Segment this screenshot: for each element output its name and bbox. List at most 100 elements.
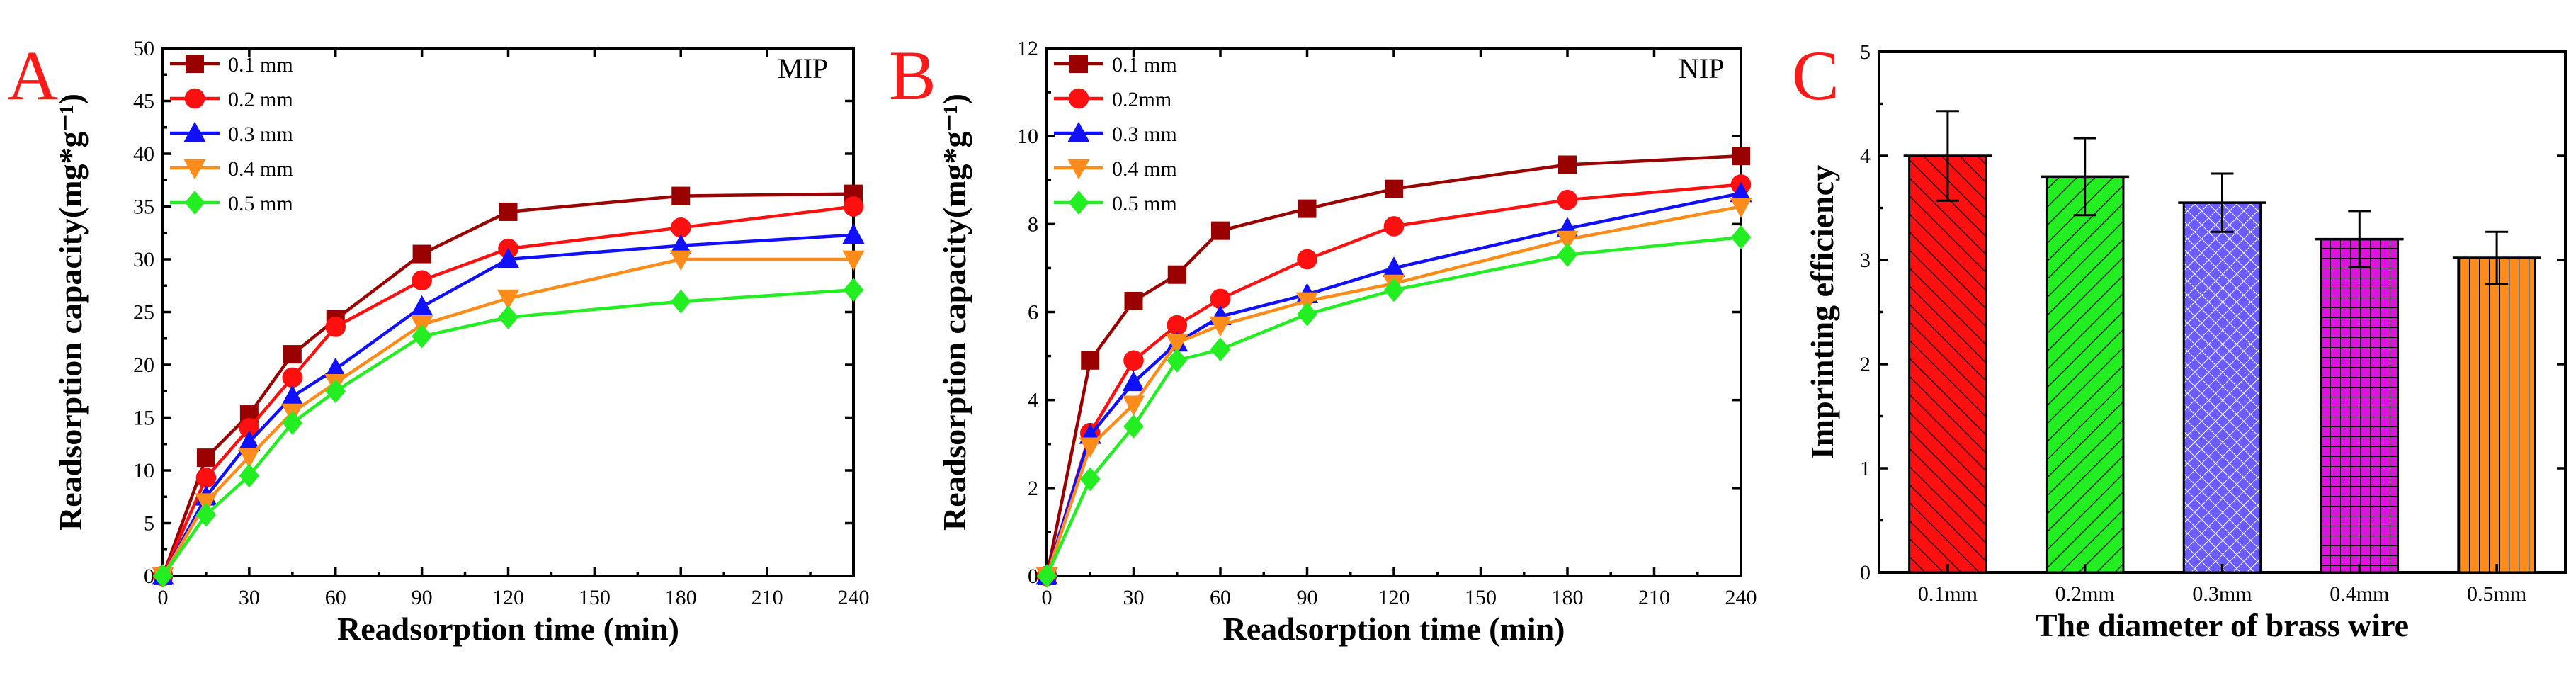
panel-b-legend-label: 0.1 mm — [1112, 53, 1177, 77]
panel-a-x-tick-label: 60 — [325, 586, 346, 609]
panel-b-y-tick-label: 8 — [1028, 213, 1038, 236]
panel-b-data-point — [1211, 221, 1230, 240]
panel-b-data-point — [1557, 242, 1578, 267]
panel-a-data-point — [152, 564, 174, 588]
panel-a-data-point — [324, 357, 347, 378]
panel-a-data-point — [282, 367, 303, 388]
panel-a-y-tick-label: 30 — [133, 248, 154, 271]
panel-c-x-tick-label: 0.3mm — [2192, 582, 2252, 606]
panel-a-data-point — [411, 295, 433, 316]
panel-a-letter: A — [7, 36, 58, 115]
panel-c-letter: C — [1792, 36, 1839, 115]
panel-b-data-point — [1166, 334, 1188, 355]
panel-a-y-tick-label: 45 — [133, 90, 154, 113]
panel-b-data-point — [1385, 179, 1403, 198]
panel-b-data-point — [1297, 249, 1317, 270]
panel-b-series-line-3 — [1045, 191, 1742, 577]
panel-c-bar — [2182, 201, 2262, 574]
panel-b-data-point — [1079, 437, 1101, 458]
panel-a-data-point — [842, 250, 865, 271]
panel-a-data-point — [412, 324, 432, 349]
panel-b-data-point — [1036, 564, 1057, 588]
panel-a-data-point — [239, 463, 260, 488]
panel-b-legend-marker — [1068, 191, 1089, 215]
panel-a-data-point — [281, 385, 304, 406]
panel-b-data-point — [1732, 147, 1750, 166]
panel-c-bar — [2045, 175, 2125, 574]
panel-a-legend-label: 0.4 mm — [228, 157, 293, 181]
panel-a-y-tick-label: 50 — [133, 37, 154, 60]
panel-b-data-point — [1167, 348, 1188, 373]
panel-b-x-tick-label: 90 — [1297, 586, 1318, 609]
panel-b-data-point — [1383, 216, 1405, 237]
panel-a-data-point — [412, 270, 432, 291]
panel-b-legend-label: 0.4 mm — [1112, 157, 1177, 181]
panel-a-data-point — [670, 289, 691, 314]
panel-a-legend-marker — [183, 159, 206, 180]
panel-b-y-tick-label: 12 — [1017, 37, 1038, 60]
panel-a-x-tick-label: 30 — [239, 586, 260, 609]
panel-b-data-point — [1167, 315, 1188, 336]
panel-a-y-tick-label: 10 — [133, 459, 154, 482]
panel-c-x-axis-title: The diameter of brass wire — [2036, 607, 2409, 643]
panel-a-y-tick-label: 40 — [133, 142, 154, 166]
panel-b-y-tick-label: 10 — [1017, 125, 1038, 148]
panel-c-bar — [1908, 154, 1987, 574]
panel-a-x-tick-label: 180 — [665, 586, 697, 609]
panel-b-legend-marker — [1069, 55, 1088, 73]
panel-a-data-point — [238, 448, 261, 468]
panel-a-y-tick-label: 25 — [133, 301, 154, 324]
panel-c-y-axis-title: Imprinting efficiency — [1804, 165, 1840, 459]
panel-b-legend-marker — [1067, 121, 1090, 142]
panel-a-x-tick-label: 150 — [579, 586, 611, 609]
panel-b-data-point — [1209, 316, 1232, 337]
panel-b-data-point — [1124, 291, 1143, 310]
panel-b-data-point — [1298, 199, 1317, 218]
panel-b-data-point — [1730, 225, 1752, 249]
panel-b-x-tick-label: 180 — [1552, 586, 1584, 609]
panel-a-y-tick-label: 5 — [144, 512, 154, 536]
panel-a-x-axis-title: Readsorption time (min) — [337, 611, 679, 647]
panel-b-data-point — [1167, 265, 1186, 284]
panel-b-data-point — [1557, 189, 1578, 210]
panel-b-data-point — [1081, 351, 1100, 370]
panel-a-data-point — [282, 411, 303, 435]
panel-c-x-tick-label: 0.4mm — [2330, 582, 2389, 606]
panel-a-legend-marker — [184, 191, 205, 215]
panel-a-y-tick-label: 20 — [133, 354, 154, 377]
panel-a-y-tick-label: 15 — [133, 407, 154, 430]
panel-a-legend-label: 0.5 mm — [228, 192, 293, 215]
panel-b-x-tick-label: 120 — [1378, 586, 1410, 609]
panel-a-data-point — [669, 234, 692, 254]
panel-b-data-point — [1122, 395, 1145, 417]
panel-c-x-tick-label: 0.1mm — [1918, 582, 1978, 606]
panel-a-legend-label: 0.3 mm — [228, 123, 293, 146]
panel-b-data-point — [1123, 350, 1144, 371]
panel-b-x-axis-title: Readsorption time (min) — [1223, 611, 1565, 647]
panel-a-legend-marker — [183, 121, 206, 142]
panel-b-data-point — [1556, 230, 1579, 251]
panel-b-y-tick-label: 0 — [1028, 565, 1038, 588]
panel-b-data-point — [1210, 288, 1231, 310]
panel-b-legend-marker — [1067, 159, 1090, 180]
panel-b-letter: B — [889, 36, 936, 115]
panel-b-data-point — [1558, 155, 1577, 174]
panel-a-data-point — [499, 202, 518, 221]
panel-b-y-tick-label: 4 — [1028, 389, 1038, 412]
panel-b-x-tick-label: 240 — [1725, 586, 1757, 609]
panel-a-data-point — [283, 345, 302, 364]
panel-a-data-point — [195, 502, 217, 527]
panel-a-data-point — [325, 379, 346, 404]
panel-b-x-tick-label: 150 — [1465, 586, 1497, 609]
panel-c-y-tick-label: 3 — [1860, 249, 1871, 272]
panel-a-data-point — [671, 186, 691, 205]
panel-a-tag: MIP — [778, 52, 828, 84]
panel-c-y-tick-label: 0 — [1860, 561, 1871, 584]
panel-b-x-tick-label: 30 — [1123, 586, 1145, 609]
panel-b-legend-label: 0.2mm — [1112, 88, 1171, 111]
panel-a-legend-marker — [184, 88, 205, 109]
panel-c-y-tick-label: 4 — [1860, 145, 1871, 168]
panel-a-data-point — [843, 278, 864, 302]
panel-a-data-point — [843, 196, 864, 217]
